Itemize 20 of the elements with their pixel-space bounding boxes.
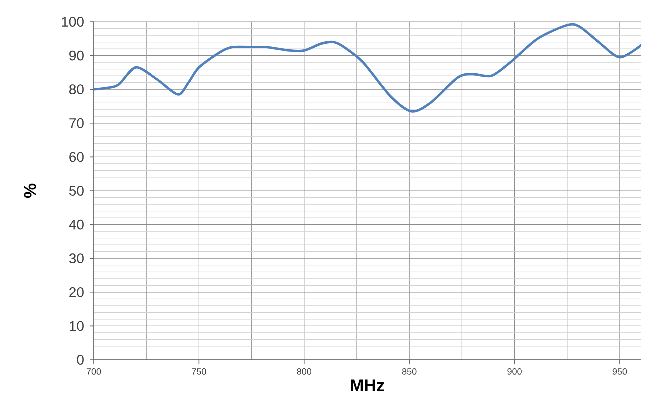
y-axis-title: % [24,184,36,198]
x-tick-label: 900 [508,368,522,375]
y-tick-label: 90 [70,50,84,61]
y-tick-label: 20 [70,287,84,298]
x-tick-label: 850 [402,368,417,375]
y-tick-label: 60 [70,152,84,162]
y-tick-label: 80 [70,84,84,95]
y-tick-label: 70 [70,118,84,128]
y-tick-label: 50 [69,186,84,196]
y-tick-label: 30 [69,254,84,264]
x-tick-label: 750 [192,368,206,375]
x-tick-label: 800 [297,368,312,375]
y-tick-label: 0 [77,355,84,365]
x-axis-title: MHz [351,380,384,392]
y-tick-label: 100 [62,17,84,27]
y-tick-label: 40 [69,220,84,230]
x-tick-label: 950 [612,368,628,375]
line-series [94,23,642,113]
x-tick-label: 700 [86,368,102,375]
y-tick-label: 10 [70,321,84,332]
